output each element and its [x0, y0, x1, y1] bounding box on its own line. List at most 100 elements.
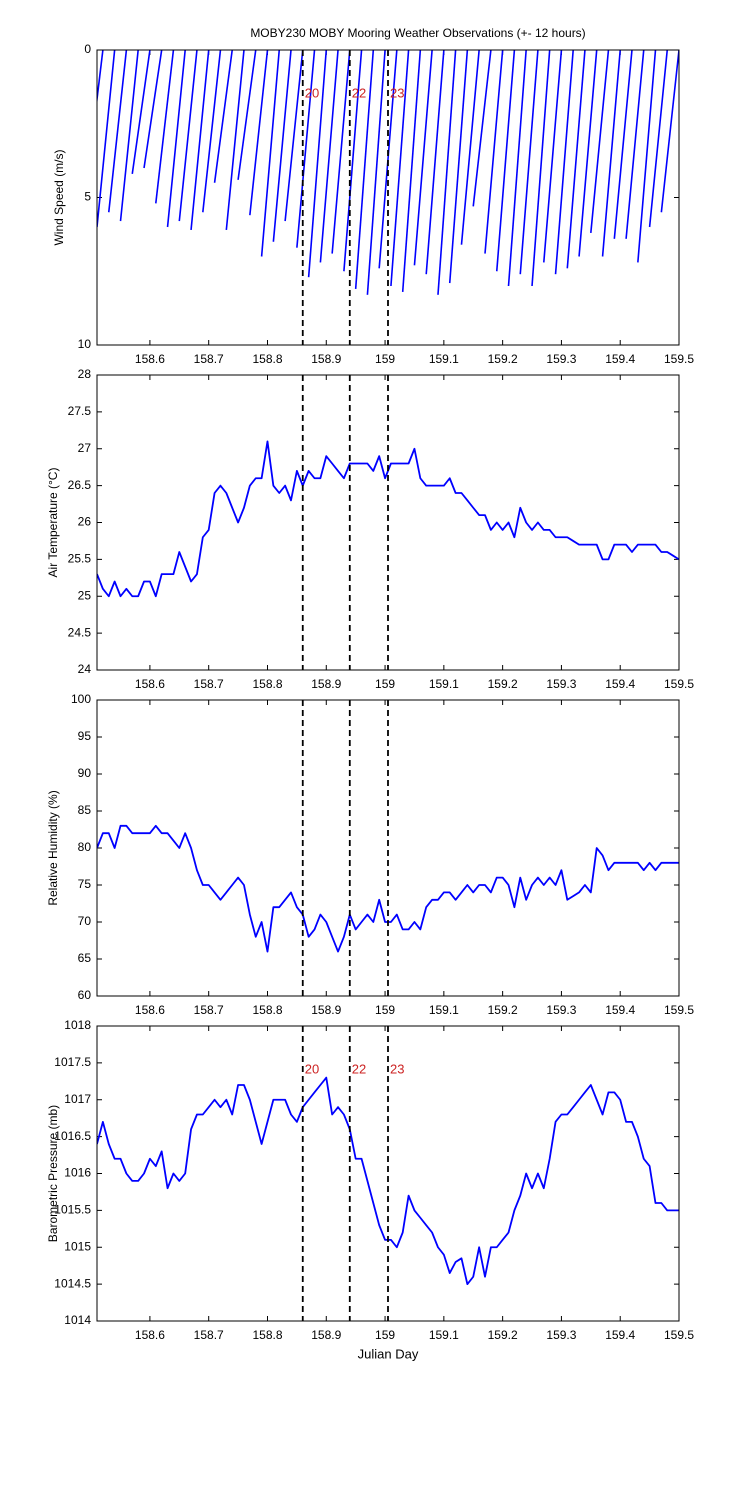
y-tick-label: 75	[78, 877, 92, 891]
y-tick-label: 1017	[64, 1092, 91, 1106]
x-tick-label: 158.9	[311, 1003, 341, 1017]
wind-stick	[284, 50, 304, 222]
wind-stick	[154, 50, 175, 204]
wind-stick	[354, 50, 375, 290]
wind-stick	[413, 50, 433, 266]
y-tick-label: 1014.5	[54, 1276, 91, 1290]
wind-stick	[660, 50, 679, 213]
x-tick-label: 159.2	[488, 1328, 518, 1342]
y-tick-label: 25.5	[68, 552, 92, 566]
y-tick-label: 60	[78, 988, 92, 1002]
y-tick-label: 0	[84, 42, 91, 56]
x-tick-label: 159.4	[605, 677, 635, 691]
x-tick-label: 158.8	[252, 352, 282, 366]
wind-stick	[425, 50, 445, 275]
wind-stick	[107, 50, 128, 213]
wind-stick	[578, 50, 598, 257]
x-tick-label: 158.8	[252, 677, 282, 691]
wind-stick	[190, 50, 210, 231]
x-tick-label: 158.7	[194, 352, 224, 366]
y-tick-label: 10	[78, 337, 92, 351]
y-tick-label: 80	[78, 840, 92, 854]
plot-area	[97, 50, 679, 295]
wind-stick	[472, 50, 492, 207]
wind-stick	[366, 50, 386, 295]
x-tick-label: 159.5	[664, 1003, 694, 1017]
x-tick-label: 159.4	[605, 352, 635, 366]
x-tick-label: 158.9	[311, 1328, 341, 1342]
wind-stick	[143, 50, 163, 169]
event-label: 20	[305, 1062, 319, 1077]
wind-stick	[202, 50, 222, 213]
y-tick-label: 1015	[64, 1239, 91, 1253]
wind-stick	[401, 50, 422, 292]
event-label: 23	[390, 1062, 404, 1077]
wind-stick	[648, 50, 669, 228]
axes-frame	[96, 1025, 680, 1322]
y-tick-label: 100	[71, 692, 91, 706]
event-label: 22	[352, 1062, 366, 1077]
y-tick-label: 26.5	[68, 478, 92, 492]
x-tick-label: 159.3	[546, 1328, 576, 1342]
wind-stick	[97, 50, 104, 106]
x-tick-label: 158.9	[311, 352, 341, 366]
x-tick-label: 159.2	[488, 1003, 518, 1017]
wind-stick	[260, 50, 281, 257]
y-axis-label: Relative Humidity (%)	[46, 790, 60, 905]
y-tick-label: 1015.5	[54, 1203, 91, 1217]
wind-stick	[601, 50, 622, 257]
y-tick-label: 1017.5	[54, 1055, 91, 1069]
wind-stick	[460, 50, 480, 245]
x-tick-label: 159.2	[488, 352, 518, 366]
wind-stick	[590, 50, 610, 233]
y-tick-label: 1016.5	[54, 1129, 91, 1143]
y-axis-label: Air Temperature (°C)	[46, 468, 60, 578]
x-tick-label: 159.5	[664, 352, 694, 366]
wind-stick	[437, 50, 457, 295]
wind-stick	[625, 50, 645, 239]
x-tick-label: 159	[375, 1003, 395, 1017]
x-tick-label: 159.1	[429, 1003, 459, 1017]
x-tick-label: 159	[375, 1328, 395, 1342]
x-tick-label: 158.9	[311, 677, 341, 691]
y-axis-label: Wind Speed (m/s)	[52, 149, 66, 245]
x-tick-label: 158.8	[252, 1328, 282, 1342]
wind-stick	[131, 50, 151, 175]
wind-stick	[519, 50, 539, 275]
x-tick-label: 159.1	[429, 352, 459, 366]
axes-frame	[96, 374, 680, 671]
wind-stick	[331, 50, 351, 254]
axes-frame	[96, 699, 680, 997]
x-tick-label: 159.4	[605, 1328, 635, 1342]
x-tick-label: 159.1	[429, 1328, 459, 1342]
wind-stick	[343, 50, 363, 272]
wind-stick	[119, 50, 139, 222]
event-label: 20	[305, 86, 319, 101]
x-tick-label: 158.6	[135, 1328, 165, 1342]
y-tick-label: 5	[84, 190, 91, 204]
x-tick-label: 158.6	[135, 677, 165, 691]
wind-stick	[237, 50, 257, 180]
wind-stick	[613, 50, 633, 239]
y-tick-label: 85	[78, 803, 92, 817]
wind-stick	[319, 50, 339, 263]
y-tick-label: 24	[78, 662, 92, 676]
x-tick-label: 159.3	[546, 1003, 576, 1017]
x-axis-label: Julian Day	[358, 1346, 419, 1361]
wind-stick	[213, 50, 234, 183]
wind-stick	[542, 50, 563, 263]
wind-stick	[378, 50, 398, 269]
wind-stick	[307, 50, 328, 278]
y-tick-label: 27	[78, 441, 92, 455]
x-tick-label: 159.3	[546, 352, 576, 366]
axes-frame	[96, 49, 680, 346]
y-tick-label: 1016	[64, 1166, 91, 1180]
wind-stick	[390, 50, 410, 287]
x-tick-label: 158.7	[194, 677, 224, 691]
x-tick-label: 159.3	[546, 677, 576, 691]
event-label: 23	[390, 86, 404, 101]
wind-stick	[531, 50, 551, 287]
wind-stick	[296, 50, 316, 248]
x-tick-label: 159.1	[429, 677, 459, 691]
event-label: 22	[352, 86, 366, 101]
